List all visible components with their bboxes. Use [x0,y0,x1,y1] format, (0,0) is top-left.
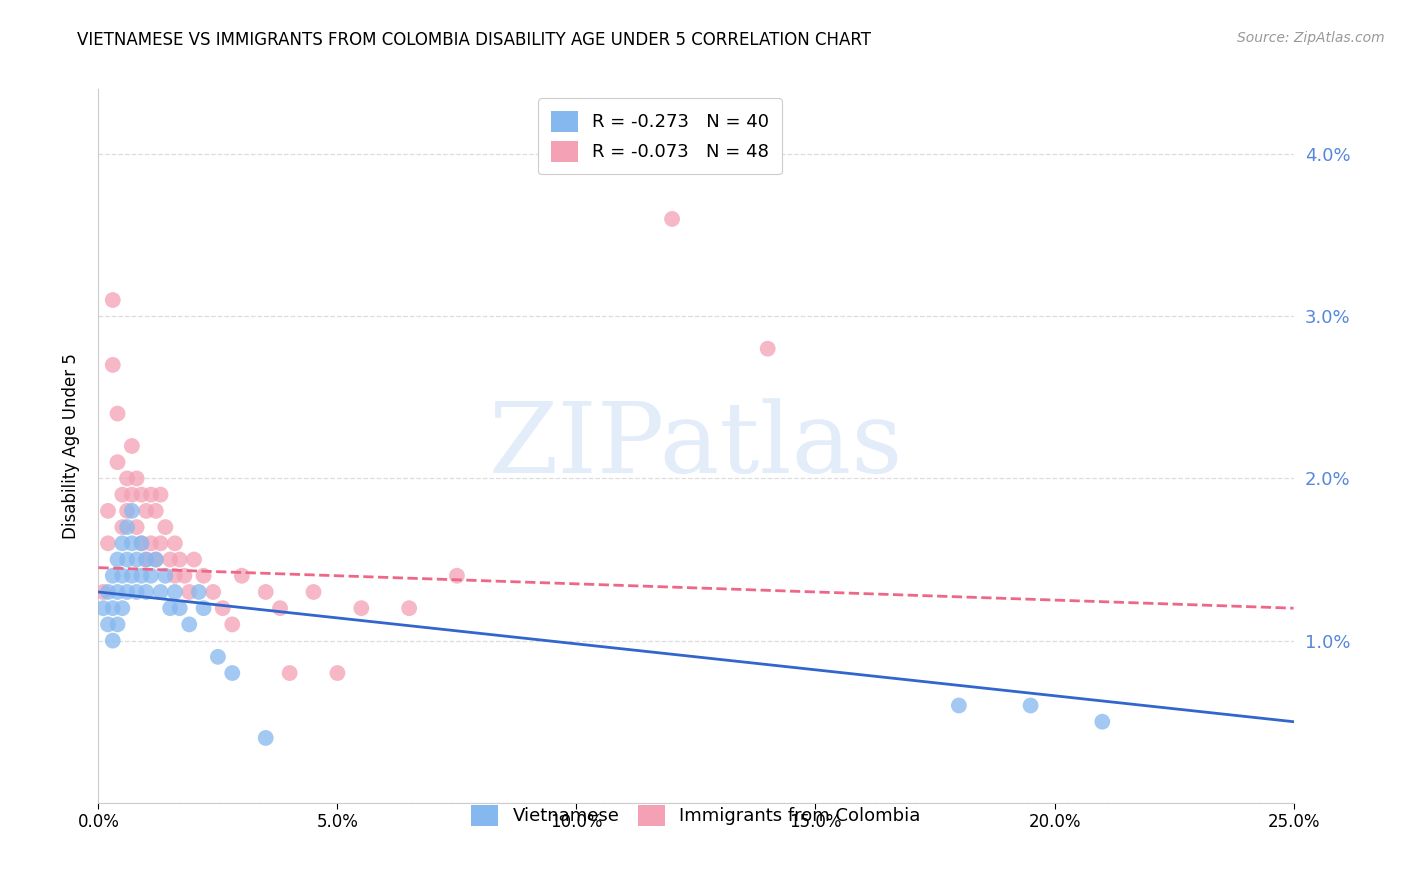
Point [125,471,148,485]
Point [121,568,143,582]
Point [131,568,153,582]
Point [163,568,186,582]
Point [101,568,124,582]
Point [326,666,349,681]
Point [145,552,167,566]
Point [169,552,191,566]
Point [149,585,172,599]
Point [269,601,291,615]
Point [131,488,153,502]
Point [254,585,277,599]
Point [169,601,191,615]
Point [398,601,420,615]
Point [121,536,143,550]
Point [97,504,120,518]
Point [115,471,138,485]
Point [115,552,138,566]
Point [193,601,215,615]
Point [107,585,129,599]
Point [661,211,683,226]
Point [101,633,124,648]
Point [221,666,243,681]
Point [173,568,195,582]
Point [101,601,124,615]
Point [163,536,186,550]
Point [145,552,167,566]
Point [97,617,120,632]
Point [115,504,138,518]
Point [149,488,172,502]
Point [155,520,177,534]
Point [948,698,970,713]
Point [111,488,134,502]
Text: ZIPatlas: ZIPatlas [489,398,903,494]
Point [111,536,134,550]
Point [756,342,779,356]
Point [111,601,134,615]
Point [125,552,148,566]
Point [115,585,138,599]
Point [207,649,229,664]
Y-axis label: Disability Age Under 5: Disability Age Under 5 [62,353,80,539]
Point [350,601,373,615]
Point [91,601,114,615]
Point [91,585,114,599]
Point [302,585,325,599]
Point [1091,714,1114,729]
Point [211,601,233,615]
Point [139,536,162,550]
Point [107,407,129,421]
Point [155,568,177,582]
Point [97,536,120,550]
Point [163,585,186,599]
Point [135,585,157,599]
Point [125,520,148,534]
Legend: Vietnamese, Immigrants from Colombia: Vietnamese, Immigrants from Colombia [460,794,932,837]
Point [111,568,134,582]
Point [101,358,124,372]
Point [125,585,148,599]
Point [121,439,143,453]
Point [115,520,138,534]
Point [121,488,143,502]
Point [121,504,143,518]
Point [446,568,468,582]
Point [135,552,157,566]
Point [107,617,129,632]
Point [135,552,157,566]
Point [202,585,225,599]
Point [159,601,181,615]
Point [97,585,120,599]
Point [111,520,134,534]
Point [159,552,181,566]
Text: VIETNAMESE VS IMMIGRANTS FROM COLOMBIA DISABILITY AGE UNDER 5 CORRELATION CHART: VIETNAMESE VS IMMIGRANTS FROM COLOMBIA D… [77,31,872,49]
Point [107,455,129,469]
Point [149,536,172,550]
Point [139,488,162,502]
Point [193,568,215,582]
Point [101,293,124,307]
Point [278,666,301,681]
Point [187,585,209,599]
Point [231,568,253,582]
Point [183,552,205,566]
Point [131,536,153,550]
Point [1019,698,1042,713]
Point [179,585,201,599]
Point [221,617,243,632]
Point [131,536,153,550]
Point [145,504,167,518]
Point [139,568,162,582]
Point [179,617,201,632]
Text: Source: ZipAtlas.com: Source: ZipAtlas.com [1237,31,1385,45]
Point [107,552,129,566]
Point [135,504,157,518]
Point [254,731,277,745]
